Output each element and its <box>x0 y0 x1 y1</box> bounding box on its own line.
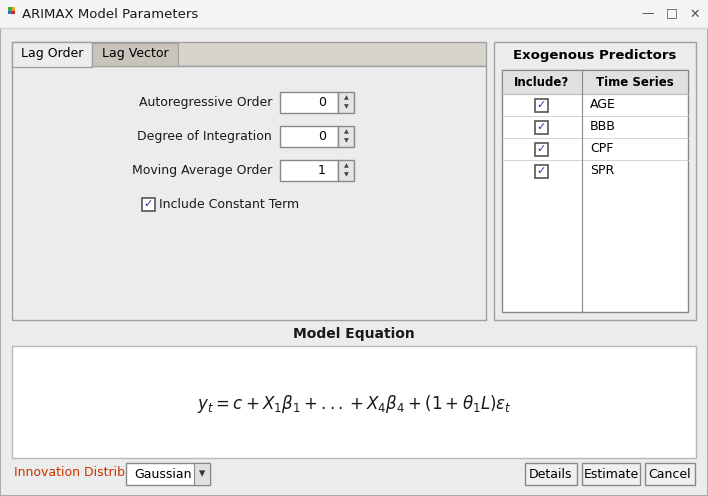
Bar <box>12 42 486 66</box>
Text: Include Constant Term: Include Constant Term <box>159 198 299 211</box>
Bar <box>338 126 354 147</box>
Text: SPR: SPR <box>590 165 615 178</box>
Text: Details: Details <box>530 468 573 481</box>
Text: 1: 1 <box>318 164 326 177</box>
Text: ▼: ▼ <box>343 105 348 110</box>
Text: ✓: ✓ <box>537 100 546 110</box>
Text: □: □ <box>666 6 678 19</box>
Bar <box>142 198 155 211</box>
Text: Include?: Include? <box>515 75 570 88</box>
Text: Autoregressive Order: Autoregressive Order <box>139 96 272 109</box>
Bar <box>126 463 210 485</box>
Bar <box>535 142 548 156</box>
Bar <box>535 165 548 178</box>
Text: 0: 0 <box>318 130 326 143</box>
Text: Moving Average Order: Moving Average Order <box>132 164 272 177</box>
Bar <box>0 0 708 28</box>
Bar <box>645 463 695 485</box>
Bar <box>502 70 688 312</box>
Text: 0: 0 <box>318 96 326 109</box>
Text: ▼: ▼ <box>343 138 348 143</box>
Bar <box>280 160 338 181</box>
Bar <box>8 10 11 14</box>
Bar <box>280 92 338 113</box>
Bar <box>92 43 178 66</box>
Text: $y_t = c + X_1\beta_1 + ... + X_4\beta_4 + (1 + \theta_1 L)\varepsilon_t$: $y_t = c + X_1\beta_1 + ... + X_4\beta_4… <box>197 393 511 415</box>
Bar <box>12 66 486 320</box>
Bar <box>12 346 696 458</box>
Bar <box>12 42 92 67</box>
Bar <box>194 463 210 485</box>
Text: Gaussian: Gaussian <box>134 468 191 481</box>
Text: Cancel: Cancel <box>649 468 691 481</box>
Text: BBB: BBB <box>590 121 616 133</box>
Text: Exogenous Predictors: Exogenous Predictors <box>513 50 677 62</box>
Text: Model Equation: Model Equation <box>293 327 415 341</box>
Bar <box>8 7 15 10</box>
Bar <box>535 99 548 112</box>
Text: ✓: ✓ <box>537 122 546 132</box>
Text: Lag Order: Lag Order <box>21 48 83 61</box>
Text: Innovation Distribution: Innovation Distribution <box>14 467 156 480</box>
Text: ✓: ✓ <box>144 199 153 209</box>
Text: Lag Vector: Lag Vector <box>102 48 169 61</box>
Text: CPF: CPF <box>590 142 613 156</box>
Text: ARIMAX Model Parameters: ARIMAX Model Parameters <box>22 7 198 20</box>
Text: ✕: ✕ <box>690 7 700 20</box>
Text: ▲: ▲ <box>343 129 348 134</box>
Bar <box>535 121 548 133</box>
Bar <box>525 463 577 485</box>
Text: ✓: ✓ <box>537 166 546 176</box>
Text: —: — <box>641 7 654 20</box>
Bar <box>582 463 640 485</box>
Text: ▲: ▲ <box>343 164 348 169</box>
Text: ▲: ▲ <box>343 96 348 101</box>
Bar <box>11 10 15 14</box>
Bar <box>494 42 696 320</box>
Bar <box>502 70 688 94</box>
Bar <box>338 160 354 181</box>
Bar <box>280 126 338 147</box>
Text: AGE: AGE <box>590 99 616 112</box>
Bar <box>8 7 11 10</box>
Text: ▼: ▼ <box>343 173 348 178</box>
Text: ▾: ▾ <box>199 468 205 481</box>
Text: Estimate: Estimate <box>583 468 639 481</box>
Text: Degree of Integration: Degree of Integration <box>137 130 272 143</box>
Text: Time Series: Time Series <box>596 75 674 88</box>
Bar <box>338 92 354 113</box>
Text: ✓: ✓ <box>537 144 546 154</box>
